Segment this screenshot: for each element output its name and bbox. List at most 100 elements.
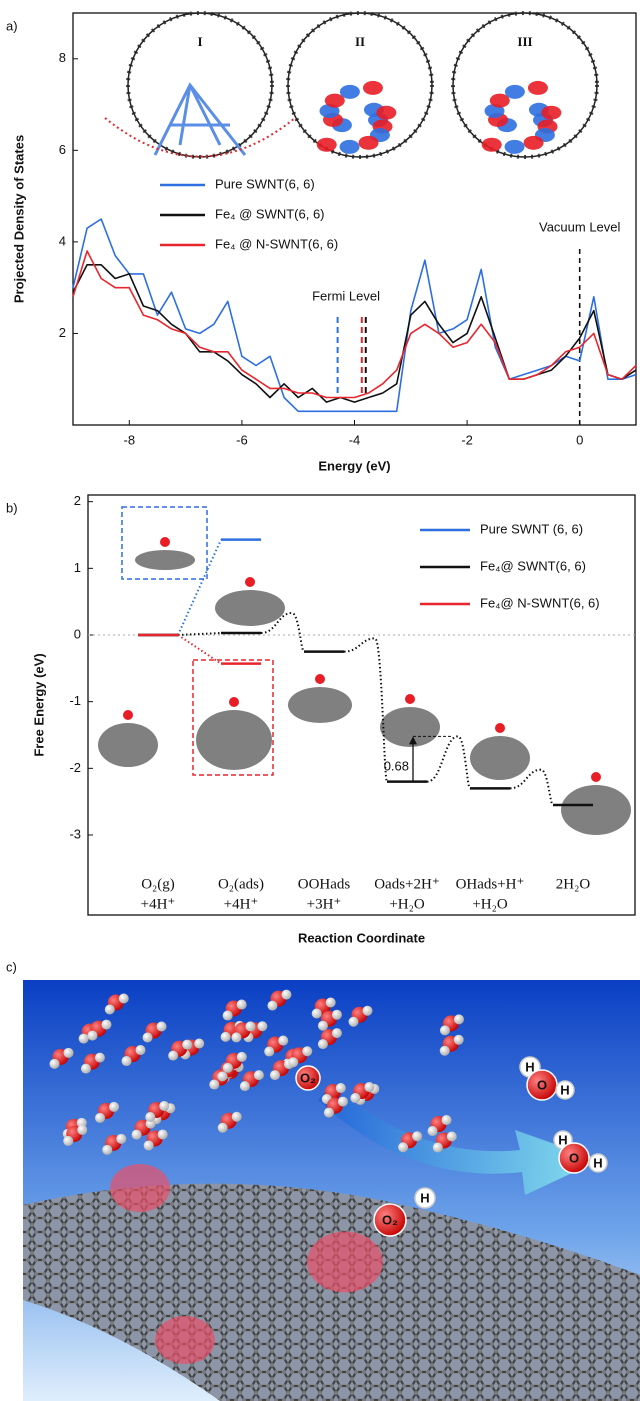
adsorbate-o	[591, 772, 601, 782]
y-tick-label: 2	[59, 325, 66, 340]
orbital-lobe	[541, 105, 562, 120]
water-h	[331, 1028, 342, 1039]
legend-label: Fe₄ @ SWNT(6, 6)	[215, 206, 325, 221]
water-h	[335, 1083, 346, 1094]
x-tick-label: -2	[461, 432, 473, 447]
structure-inset	[196, 710, 272, 770]
water-h	[302, 1046, 313, 1057]
atom-label: H	[525, 1059, 534, 1074]
water-h	[427, 1126, 438, 1137]
water-h	[331, 1009, 342, 1020]
atom-label: H	[420, 1190, 429, 1205]
water-h	[159, 1100, 170, 1111]
panel-label: b)	[6, 500, 18, 515]
water-h	[364, 1082, 375, 1093]
water-h	[432, 1142, 443, 1153]
orbital-lobe	[316, 137, 337, 152]
y-tick-label: 2	[74, 493, 81, 508]
water-h	[95, 1112, 106, 1123]
water-h	[217, 1122, 228, 1133]
x-tick-label: -4	[349, 432, 361, 447]
orbital-lobe	[481, 137, 502, 152]
category-label: +4H⁺	[141, 896, 176, 912]
category-label: +H₂O	[389, 896, 425, 912]
nanotube-ring	[127, 12, 273, 158]
water-h	[288, 1057, 299, 1068]
panel-label: c)	[6, 959, 17, 974]
inset-frame	[121, 506, 208, 580]
category-label: +4H⁺	[224, 896, 259, 912]
category-label: OOHads	[298, 876, 351, 892]
water-h	[222, 1062, 233, 1073]
water-h	[350, 1093, 361, 1104]
adsorbate-o	[495, 723, 505, 733]
water-h	[236, 999, 247, 1010]
y-tick-label: -2	[69, 760, 81, 775]
fe-cluster	[153, 82, 247, 156]
water-h	[245, 1021, 256, 1032]
atom-label: H	[558, 1132, 567, 1147]
x-axis-title: Reaction Coordinate	[298, 930, 425, 945]
connector	[177, 634, 222, 665]
water-h	[63, 1047, 74, 1058]
legend-label: Fe₄@ N-SWNT(6, 6)	[480, 595, 600, 610]
y-tick-label: 4	[59, 233, 66, 248]
active-site	[155, 1316, 215, 1364]
atom-label: H	[560, 1082, 569, 1097]
category-label: +H₂O	[472, 896, 508, 912]
atom-label: H	[593, 1155, 602, 1170]
water-h	[337, 1096, 348, 1107]
water-h	[412, 1131, 423, 1142]
oxygen-atom	[558, 1142, 590, 1174]
legend-label: Pure SWNT(6, 6)	[215, 176, 315, 191]
x-tick-label: -6	[236, 432, 248, 447]
y-tick-label: -1	[69, 693, 81, 708]
orbital-lobe	[362, 80, 383, 95]
y-tick-label: -3	[69, 826, 81, 841]
orbital-lobe	[489, 93, 510, 108]
structure-label: II	[355, 34, 365, 49]
orbital-lobe	[324, 93, 345, 108]
category-label: O₂(g)	[141, 876, 175, 892]
connector	[177, 539, 222, 636]
barrier-path	[426, 735, 471, 790]
active-site	[110, 1164, 170, 1212]
hydrogen-atom	[555, 1080, 575, 1100]
water-h	[217, 1071, 228, 1082]
adsorbate-o	[123, 710, 133, 720]
water-h	[101, 1019, 112, 1030]
water-h	[194, 1038, 205, 1049]
adsorbate-o	[315, 674, 325, 684]
atom-label: O	[537, 1077, 547, 1092]
y-tick-label: 8	[59, 50, 66, 65]
water-h	[109, 1101, 120, 1112]
water-h	[102, 1144, 113, 1155]
x-tick-label: 0	[576, 432, 583, 447]
x-tick-label: -8	[124, 432, 136, 447]
atom-label: O₂	[382, 1212, 398, 1227]
oxygen-atom	[373, 1203, 407, 1237]
arrow-head	[409, 736, 417, 745]
water-h	[317, 1020, 328, 1031]
adsorbate-o	[245, 577, 255, 587]
reaction-arrow	[318, 1085, 600, 1195]
water-h	[323, 1107, 334, 1118]
adsorbate-o	[229, 697, 239, 707]
hydrogen-atom	[414, 1187, 436, 1209]
structure-label: I	[197, 34, 202, 49]
orbital-lobe	[504, 139, 525, 154]
orbital-lobe	[358, 135, 379, 150]
category-label: +3H⁺	[307, 896, 342, 912]
water-h	[143, 1140, 154, 1151]
water-h	[131, 1129, 142, 1140]
water-h	[104, 1004, 115, 1015]
x-axis-title: Energy (eV)	[318, 458, 390, 473]
category-label: 2H₂O	[556, 876, 591, 892]
water-h	[453, 1014, 464, 1025]
water-h	[94, 1052, 105, 1063]
water-h	[168, 1050, 179, 1061]
orbital-lobe	[376, 105, 397, 120]
water-h	[156, 1021, 167, 1032]
category-label: O₂(ads)	[218, 876, 264, 892]
